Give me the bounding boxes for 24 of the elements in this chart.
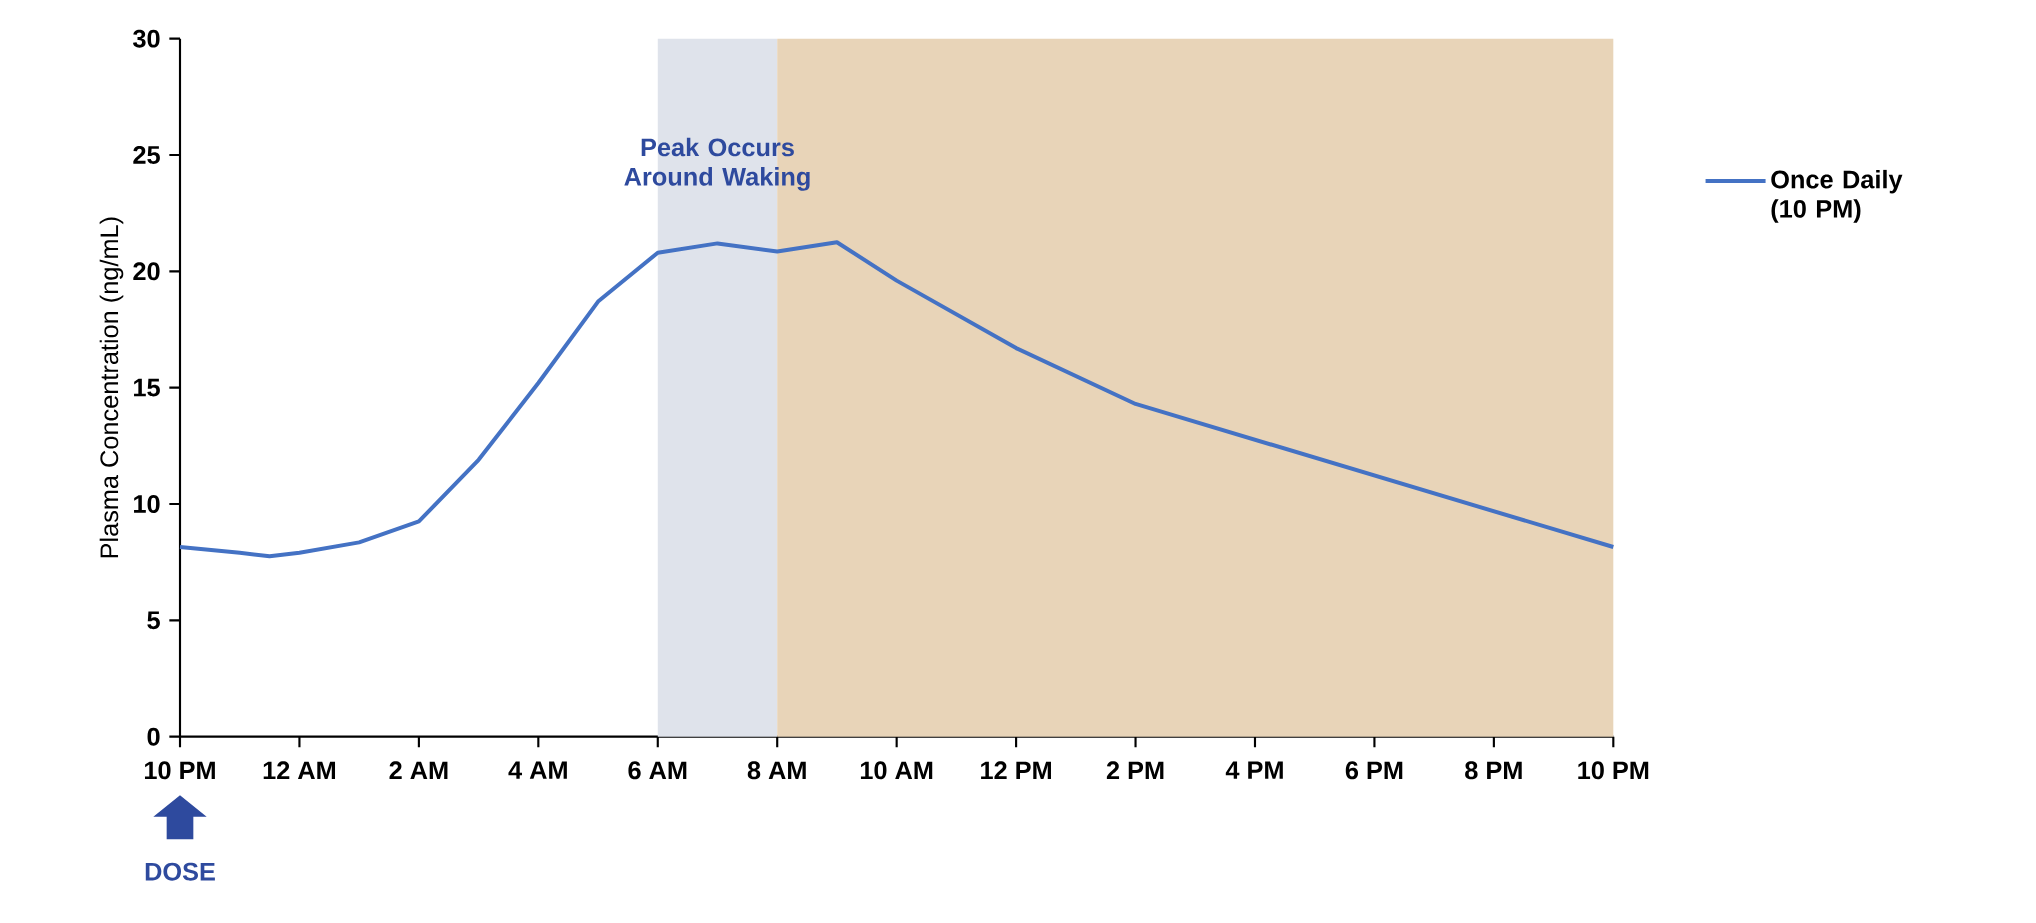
x-tick-label: 10 PM bbox=[144, 761, 215, 780]
x-tick-label: 6 AM bbox=[628, 761, 687, 780]
y-tick-label: 25 bbox=[133, 146, 160, 165]
y-tick-label: 0 bbox=[147, 727, 160, 746]
x-tick-label: 2 AM bbox=[389, 761, 448, 780]
band-label: Peak Occurs Around Waking bbox=[624, 137, 810, 191]
x-tick-label: 12 PM bbox=[981, 761, 1051, 780]
x-tick-label: 10 PM bbox=[1578, 761, 1649, 780]
y-tick-label: 15 bbox=[134, 379, 160, 397]
x-tick-label: 4 AM bbox=[508, 761, 567, 779]
text: DOSE bbox=[145, 862, 215, 881]
x-tick-label: 10 AM bbox=[860, 761, 933, 780]
x-tick-label: 12 AM bbox=[263, 761, 336, 780]
y-tick-label: 5 bbox=[147, 611, 160, 630]
y-tick-label: 10 bbox=[134, 495, 160, 514]
x-tick-label: 6 PM bbox=[1345, 761, 1403, 780]
y-tick-label: 30 bbox=[133, 29, 160, 48]
y-axis-title: Plasma Concentration (ng/mL) bbox=[99, 217, 124, 558]
x-tick-label: 8 PM bbox=[1465, 761, 1522, 780]
x-tick-label: 4 PM bbox=[1225, 761, 1283, 779]
x-tick-label: 8 AM bbox=[747, 761, 806, 780]
y-tick-label: 20 bbox=[133, 262, 160, 281]
legend-label: Once Daily (10 PM) bbox=[1771, 170, 1903, 223]
x-tick-label: 2 PM bbox=[1106, 761, 1164, 780]
